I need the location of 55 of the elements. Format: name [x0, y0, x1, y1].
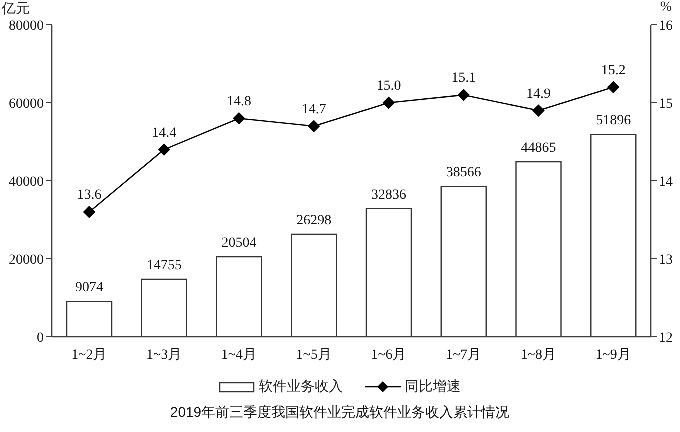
y2-tick-label: 14: [659, 174, 673, 190]
data-label: 44865: [521, 141, 556, 156]
bar: [440, 186, 487, 337]
bar: [291, 234, 338, 337]
point: [608, 81, 620, 94]
bar: [141, 278, 188, 337]
x-tick-label: 1~2月: [72, 348, 108, 363]
data-label: 14.4: [152, 126, 177, 141]
point: [308, 120, 320, 132]
data-label: 13.6: [77, 188, 102, 204]
y2-tick-label: 16: [659, 18, 673, 34]
data-label: 15.0: [376, 79, 402, 94]
bar: [516, 161, 562, 337]
data-label: 14755: [146, 258, 182, 274]
x-tick-label: 1~6月: [371, 348, 407, 363]
x-tick-label: 1~5月: [296, 348, 332, 363]
data-label: 26298: [296, 213, 332, 228]
point: [158, 144, 170, 156]
y-tick-label: 40000: [9, 174, 44, 190]
y-tick-label: 20000: [9, 252, 44, 268]
y2-tick-label: 15: [659, 96, 673, 112]
bar: [366, 208, 412, 337]
data-label: 14.8: [226, 94, 252, 110]
text: 2019年前三季度我国软件业完成软件业务收入累计情况: [169, 404, 511, 422]
x-tick-label: 1~9月: [596, 348, 632, 363]
y-axis-title: 亿元: [2, 0, 30, 18]
bar: [66, 301, 113, 337]
data-label: 38566: [446, 166, 482, 181]
x-tick-label: 1~3月: [146, 348, 182, 363]
point: [233, 112, 246, 125]
x-tick-label: 1~4月: [221, 348, 257, 363]
point: [83, 206, 96, 218]
x-tick-label: 1~7月: [446, 348, 482, 363]
y-tick-label: 80000: [9, 18, 44, 34]
data-label: 15.2: [601, 63, 626, 78]
data-label: 51896: [596, 114, 632, 129]
data-label: 15.1: [452, 71, 476, 86]
data-label: 9074: [76, 280, 104, 296]
data-label: 32836: [372, 188, 406, 203]
point: [458, 89, 470, 102]
bar: [216, 256, 262, 337]
bar: [590, 134, 637, 337]
legend-label: 软件业务收入: [259, 378, 343, 396]
y2-tick-label: 13: [659, 252, 673, 268]
data-label: 14.9: [526, 86, 551, 102]
point: [532, 104, 545, 117]
data-label: 20504: [222, 236, 257, 252]
y-tick-label: 0: [37, 330, 44, 346]
y2-tick-label: 12: [659, 330, 673, 346]
y-tick-label: 60000: [9, 96, 44, 112]
y2-axis-title: %: [660, 0, 672, 16]
data-label: 14.7: [302, 102, 326, 118]
legend-label: 同比增速: [405, 378, 461, 396]
x-tick-label: 1~8月: [520, 348, 556, 363]
point: [382, 97, 395, 109]
